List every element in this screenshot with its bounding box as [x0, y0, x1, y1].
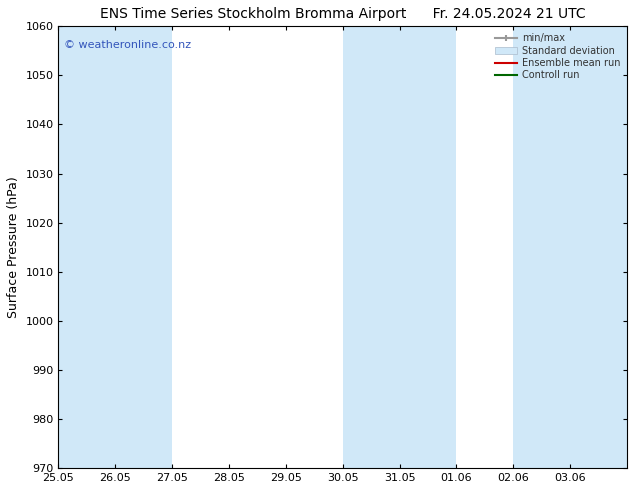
Title: ENS Time Series Stockholm Bromma Airport      Fr. 24.05.2024 21 UTC: ENS Time Series Stockholm Bromma Airport…	[100, 7, 586, 21]
Text: © weatheronline.co.nz: © weatheronline.co.nz	[64, 40, 191, 49]
Y-axis label: Surface Pressure (hPa): Surface Pressure (hPa)	[7, 176, 20, 318]
Bar	[343, 26, 399, 468]
Bar	[58, 26, 115, 468]
Bar	[570, 26, 627, 468]
Legend: min/max, Standard deviation, Ensemble mean run, Controll run: min/max, Standard deviation, Ensemble me…	[493, 31, 622, 82]
Bar	[115, 26, 172, 468]
Bar	[514, 26, 570, 468]
Bar	[399, 26, 456, 468]
